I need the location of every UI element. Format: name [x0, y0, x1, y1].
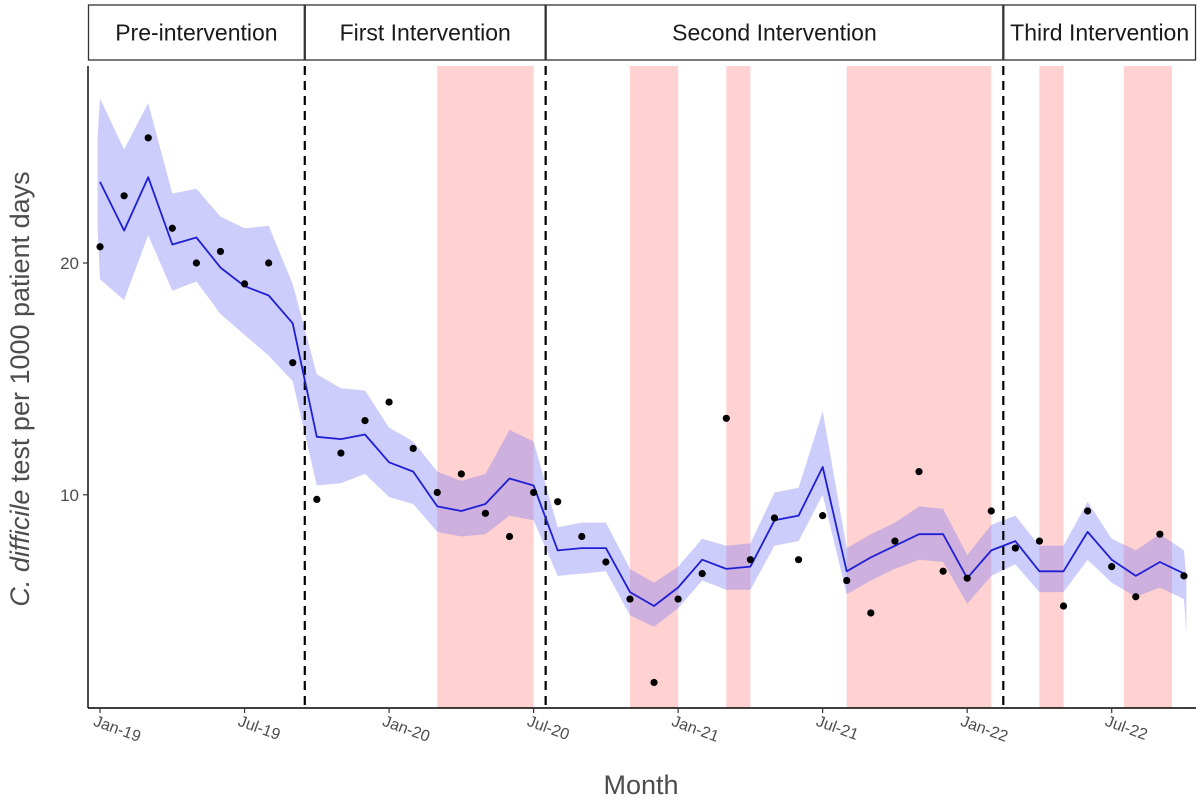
observed-point	[216, 247, 225, 256]
observed-point	[1156, 530, 1164, 538]
observed-point	[1108, 563, 1116, 571]
phase-strip-label: Third Intervention	[1010, 20, 1189, 46]
observed-point	[192, 259, 200, 267]
observed-point	[337, 449, 345, 457]
observed-point	[96, 243, 104, 251]
observed-point	[578, 532, 586, 541]
fit-line-layer	[99, 176, 1185, 607]
fit-line	[99, 176, 1185, 607]
observed-point	[843, 576, 851, 585]
shaded-period	[1039, 66, 1064, 708]
observed-point	[505, 532, 514, 541]
x-tick-label: Jan-21	[669, 713, 721, 746]
y-axis-title-italic: C. difficile	[5, 490, 35, 607]
y-tick-label: 10	[60, 486, 79, 505]
observed-point	[120, 192, 128, 200]
observed-point	[722, 414, 730, 422]
observed-point	[963, 574, 971, 582]
observed-point	[168, 224, 176, 232]
observed-point	[1059, 602, 1068, 610]
phase-strip-label: First Intervention	[340, 20, 511, 46]
observed-point	[240, 280, 249, 288]
observed-point	[361, 417, 369, 425]
observed-points	[96, 134, 1188, 687]
observed-point	[939, 567, 947, 575]
observed-point	[1035, 537, 1044, 545]
phase-strip-label: Second Intervention	[672, 20, 877, 46]
shaded-period	[1123, 66, 1172, 708]
x-tick-label: Jul-19	[236, 713, 283, 744]
observed-point	[433, 488, 441, 497]
observed-point	[457, 470, 465, 478]
axes: 10 20 Jan-19 Jul-19 Jan-20 Jul-20 Jan-21 Jul-21…	[60, 66, 1196, 746]
observed-point	[385, 398, 393, 406]
phase-strips: Pre-intervention First Intervention Second…	[87, 4, 1197, 61]
observed-point	[144, 134, 152, 142]
x-tick-label: Jul-21	[814, 713, 861, 744]
observed-point	[674, 595, 682, 603]
x-tick-label: Jul-20	[525, 713, 572, 744]
observed-point	[481, 509, 490, 517]
shaded-periods	[437, 66, 1172, 708]
shaded-period	[437, 66, 534, 708]
shaded-period	[726, 66, 751, 708]
phase-strip-box	[1003, 4, 1197, 61]
observed-point	[1132, 593, 1140, 601]
observed-point	[530, 488, 538, 497]
x-axis-title: Month	[603, 770, 678, 800]
observed-point	[746, 556, 754, 564]
observed-point	[1084, 507, 1092, 515]
observed-point	[819, 512, 827, 520]
observed-point	[867, 609, 875, 617]
observed-point	[770, 514, 779, 522]
observed-point	[698, 569, 706, 578]
observed-point	[1180, 572, 1188, 580]
observed-point	[554, 498, 562, 506]
x-tick-label: Jan-19	[91, 713, 143, 746]
observed-point	[265, 259, 273, 267]
phase-strip-label: Pre-intervention	[115, 20, 277, 46]
shaded-period	[629, 66, 679, 708]
observed-point	[289, 359, 297, 367]
observed-point	[1011, 544, 1019, 552]
x-tick-label: Jul-22	[1103, 713, 1150, 744]
observed-point	[794, 556, 803, 564]
y-axis-title-rest: test per 1000 patient days	[5, 171, 35, 489]
phase-dividers	[303, 66, 1005, 708]
observed-point	[626, 595, 634, 603]
y-axis-title: C. difficile test per 1000 patient days	[5, 171, 35, 606]
observed-point	[409, 444, 417, 453]
observed-point	[915, 467, 923, 476]
x-tick-label: Jan-20	[380, 713, 432, 746]
phase-strip-box	[87, 4, 305, 61]
observed-point	[891, 537, 899, 545]
observed-point	[650, 678, 658, 687]
observed-point	[602, 558, 610, 566]
x-tick-label: Jan-22	[958, 713, 1010, 746]
shaded-period	[846, 66, 992, 708]
phase-strip-box	[304, 4, 546, 61]
observed-point	[987, 507, 995, 515]
phase-strip-box	[545, 4, 1004, 61]
observed-point	[313, 495, 321, 504]
y-tick-label: 20	[60, 254, 79, 273]
